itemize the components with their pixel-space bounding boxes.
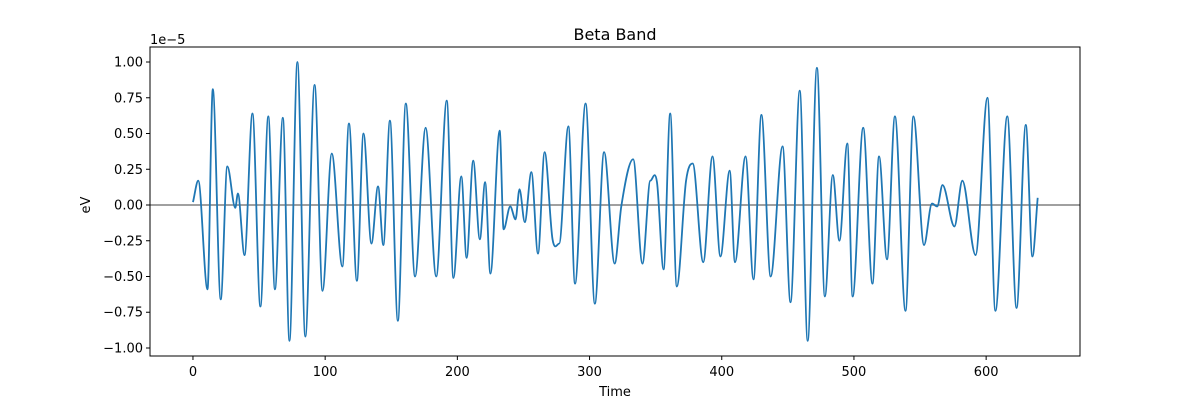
- x-axis-label: Time: [598, 385, 631, 400]
- y-tick-label: 0.50: [114, 127, 143, 142]
- y-tick-label: 1.00: [114, 56, 143, 71]
- x-tick-label: 400: [709, 365, 734, 380]
- x-tick-label: 500: [842, 365, 867, 380]
- x-tick-label: 300: [577, 365, 602, 380]
- x-tick-label: 0: [189, 365, 197, 380]
- y-tick-label: 0.75: [114, 91, 143, 106]
- y-tick-label: −0.50: [103, 270, 143, 285]
- x-tick-label: 600: [974, 365, 999, 380]
- x-tick-label: 200: [445, 365, 470, 380]
- plot-frame: [149, 46, 1081, 357]
- chart-title: Beta Band: [573, 25, 656, 44]
- data-line: [192, 61, 1039, 342]
- x-tick-label: 100: [313, 365, 338, 380]
- y-tick-label: −1.00: [103, 341, 143, 356]
- y-tick-label: 0.00: [114, 199, 143, 214]
- y-tick-label: −0.75: [103, 306, 143, 321]
- y-axis-label: eV: [79, 196, 94, 213]
- y-tick-label: −0.25: [103, 234, 143, 249]
- y-tick-label: 0.25: [114, 163, 143, 178]
- offset-text: 1e−5: [150, 33, 185, 48]
